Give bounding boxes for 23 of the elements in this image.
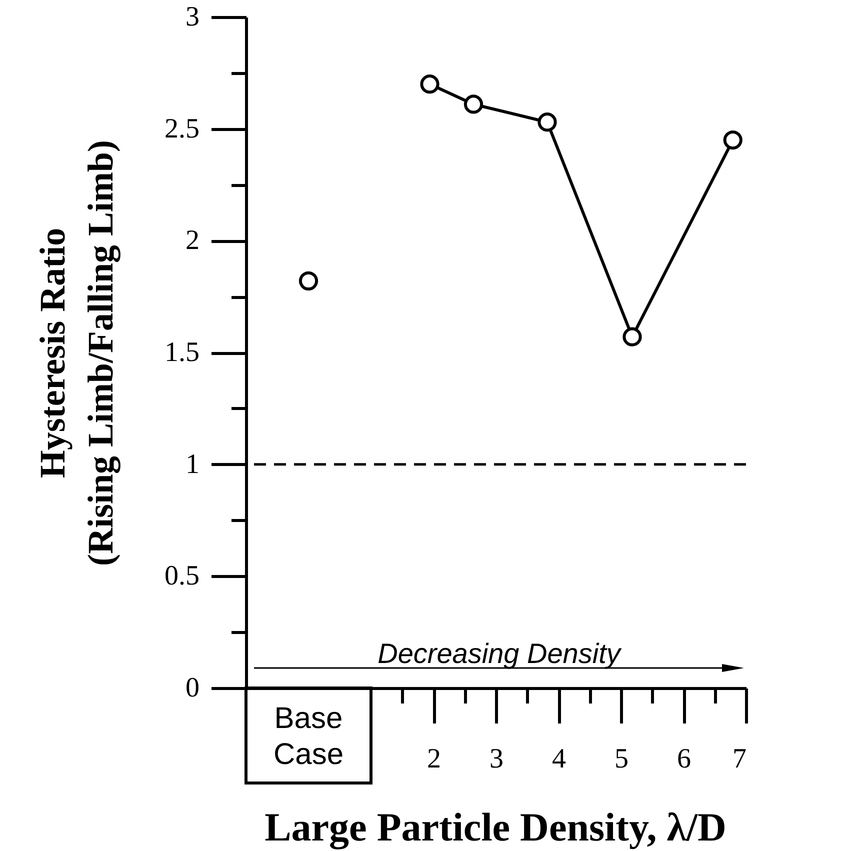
x-tick-label: 5 — [614, 744, 628, 774]
y-tick-label: 1 — [186, 448, 200, 480]
text: Base Case — [273, 702, 344, 771]
y-tick-label: 3 — [186, 2, 200, 32]
y-tick-label: 2 — [186, 225, 200, 256]
x-tick-label: 2 — [427, 744, 441, 774]
point — [538, 112, 557, 132]
point — [622, 327, 642, 346]
point — [420, 74, 440, 94]
point — [298, 271, 318, 290]
y-tick-label: 1.5 — [164, 337, 200, 368]
point — [464, 94, 484, 114]
y-axis-title: Hysteresis Ratio (Rising Limb/Falling Limb) — [32, 140, 120, 566]
x-tick-label: 7 — [732, 744, 746, 774]
y-tick-label: 0 — [186, 672, 200, 704]
x-tick-label: 6 — [677, 744, 691, 774]
y-tick-label: 0.5 — [164, 560, 200, 592]
x-tick-label: 3 — [490, 744, 504, 774]
point — [723, 130, 742, 150]
annotation: Decreasing Density — [378, 638, 622, 669]
x-tick-label: 4 — [552, 744, 566, 774]
y-tick-label: 2.5 — [164, 113, 200, 144]
x-axis-title: Large Particle Density, λ/D — [264, 804, 726, 850]
